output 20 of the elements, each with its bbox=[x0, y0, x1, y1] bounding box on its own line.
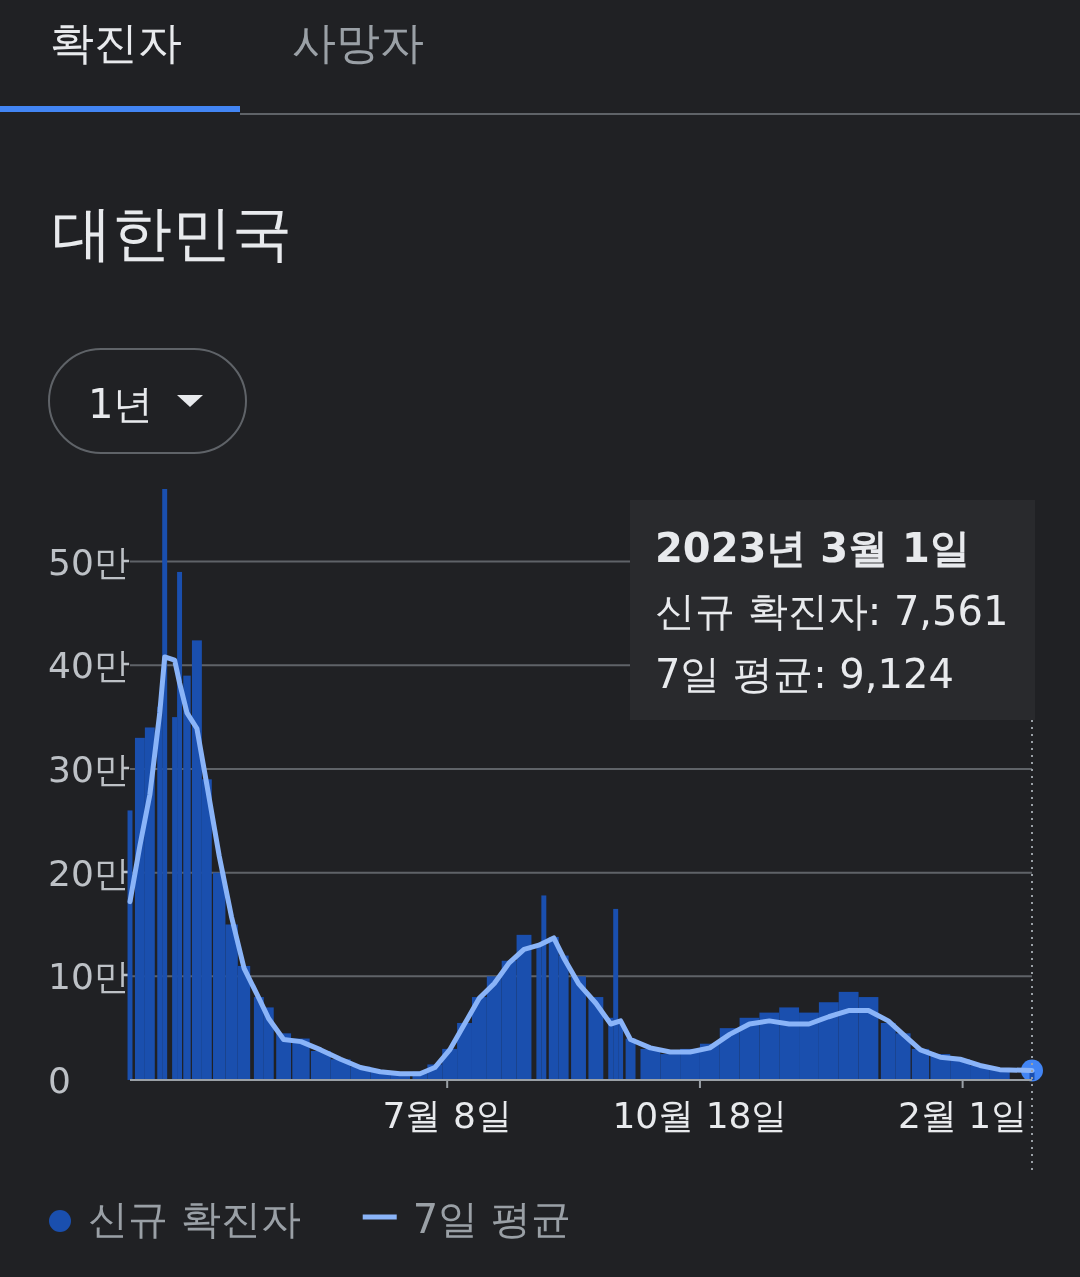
bar bbox=[571, 976, 586, 1080]
y-tick-label: 50만 bbox=[48, 541, 130, 583]
text: 사망자 bbox=[292, 17, 424, 68]
y-tick-label: 40만 bbox=[48, 645, 130, 687]
x-tick-label: 10월 18일 bbox=[612, 1095, 788, 1136]
annotation: 신규 확진자: 7,561 bbox=[655, 588, 1009, 634]
y-tick-label: 0 bbox=[48, 1060, 71, 1101]
legend-label: 7일 평균 bbox=[412, 1196, 571, 1242]
x-tick-label: 2월 1일 bbox=[897, 1095, 1028, 1136]
chart-title: 대한민국 bbox=[52, 198, 292, 268]
y-tick-label: 10만 bbox=[48, 956, 130, 998]
annotation: 7일 평균: 9,124 bbox=[655, 651, 954, 697]
legend-label: 신규 확진자 bbox=[88, 1196, 301, 1242]
y-tick-label: 20만 bbox=[48, 852, 130, 894]
annotation: 2023년 3월 1일 bbox=[655, 525, 970, 571]
text: 1년 bbox=[88, 381, 154, 427]
x-tick-label: 7월 8일 bbox=[382, 1095, 512, 1136]
bar bbox=[588, 997, 604, 1080]
y-tick-label: 30만 bbox=[48, 748, 130, 790]
text: 확진자 bbox=[50, 17, 182, 68]
